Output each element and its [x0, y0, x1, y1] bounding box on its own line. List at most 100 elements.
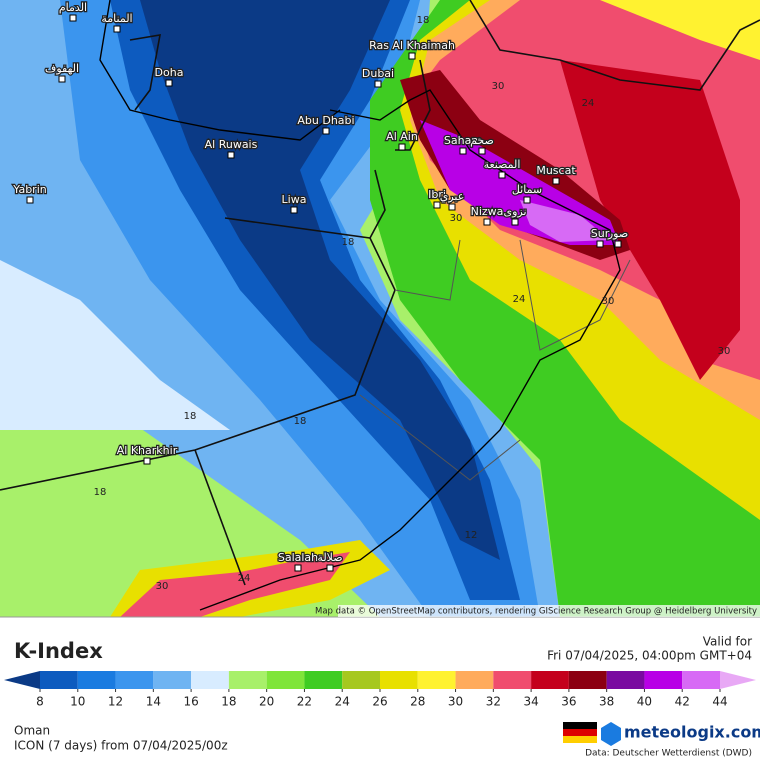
contour-label: 24 — [238, 573, 251, 584]
place-label: Muscat — [536, 164, 576, 177]
colorbar-swatch — [304, 671, 343, 689]
colorbar-swatch — [682, 671, 720, 689]
colorbar-tick-label: 26 — [372, 695, 387, 709]
place-marker — [552, 177, 560, 185]
colorbar-swatch — [77, 671, 116, 689]
contour-label: 18 — [184, 411, 197, 422]
contour-label: 30 — [156, 581, 169, 592]
place-label: Al Ain — [386, 130, 418, 143]
colorbar-swatch — [568, 671, 607, 689]
place-label: Ras Al Khaimah — [369, 39, 455, 52]
colorbar-swatch — [115, 671, 154, 689]
place-label: Salalah — [278, 551, 318, 564]
contour-label: 18 — [294, 416, 307, 427]
colorbar-swatch — [644, 671, 683, 689]
colorbar-swatch — [531, 671, 569, 689]
borders — [0, 0, 760, 586]
place-label: صور — [607, 227, 628, 240]
place-marker — [433, 201, 441, 209]
colorbar-tick-label: 24 — [335, 695, 350, 709]
contour-label: 18 — [342, 237, 355, 248]
place-label: صحم — [470, 134, 494, 147]
colorbar-tick-label: 40 — [637, 695, 652, 709]
place-label: Liwa — [282, 193, 307, 206]
colorbar-tick-label: 20 — [259, 695, 274, 709]
place-marker — [326, 564, 334, 572]
colorbar-tick-label: 14 — [146, 695, 161, 709]
colorbar-swatch — [342, 671, 380, 689]
place-marker — [322, 127, 330, 135]
place-label: Al Kharkhir — [117, 444, 178, 457]
colorbar-tick-label: 12 — [108, 695, 123, 709]
map-labels: الدمام المنامة الهفوف Doha Ras Al Khaimah Dub… — [11, 0, 731, 592]
brand: meteologix.com — [624, 723, 760, 742]
place-marker — [290, 206, 298, 214]
place-label: Saham — [444, 134, 482, 147]
colorbar-tick-label: 28 — [410, 695, 425, 709]
place-marker — [165, 79, 173, 87]
colorbar-tick-label: 16 — [183, 695, 198, 709]
colorbar-tick-label: 10 — [70, 695, 85, 709]
colorbar-swatch — [153, 671, 192, 689]
region: Oman — [14, 724, 50, 738]
colorbar-tick-label: 18 — [221, 695, 236, 709]
model-run: ICON (7 days) from 07/04/2025/00z — [14, 739, 228, 753]
colorbar-tick-label: 34 — [523, 695, 538, 709]
contour-label: 24 — [582, 98, 595, 109]
place-marker — [294, 564, 302, 572]
contour-label: 30 — [602, 296, 615, 307]
coastline — [99, 0, 621, 611]
valid-time: Fri 07/04/2025, 04:00pm GMT+04 — [547, 649, 752, 663]
place-marker — [143, 457, 151, 465]
place-label: Doha — [155, 66, 184, 79]
colorbar: 8 10 12 14 16 18 20 22 24 26 28 30 32 34 36 38 40 42 44 — [4, 671, 756, 709]
field-band — [120, 552, 350, 617]
colorbar-tick-label: 44 — [712, 695, 727, 709]
colorbar-tick-label: 42 — [675, 695, 690, 709]
place-marker — [398, 143, 406, 151]
colorbar-swatch — [417, 671, 456, 689]
place-marker — [26, 196, 34, 204]
contour-label: 30 — [718, 346, 731, 357]
place-label: Dubai — [362, 67, 394, 80]
flag — [563, 722, 597, 743]
field-band — [560, 60, 740, 380]
place-marker — [498, 171, 506, 179]
place-label: Nizwa — [471, 205, 504, 218]
place-marker — [69, 14, 77, 22]
attribution: Map data © OpenStreetMap contributors, r… — [315, 607, 757, 617]
logo — [601, 722, 621, 746]
contour-label: 18 — [94, 487, 107, 498]
place-label: Ibri — [428, 188, 446, 201]
contour-label: 18 — [417, 15, 430, 26]
place-label: نزوى — [503, 205, 526, 218]
colorbar-tick-label: 32 — [486, 695, 501, 709]
colorbar-swatch — [380, 671, 418, 689]
place-marker — [374, 80, 382, 88]
colorbar-tick-label: 8 — [36, 695, 44, 709]
colorbar-tick-label: 22 — [297, 695, 312, 709]
place-marker — [511, 218, 519, 226]
place-marker — [483, 218, 491, 226]
place-marker — [523, 196, 531, 204]
place-marker — [478, 147, 486, 155]
place-marker — [459, 147, 467, 155]
place-label: Abu Dhabi — [297, 114, 354, 127]
colorbar-arrow — [4, 671, 40, 689]
place-label: صلالة — [317, 551, 342, 564]
colorbar-swatch — [228, 671, 267, 689]
place-marker — [113, 25, 121, 33]
field-band — [600, 0, 760, 60]
colorbar-swatch — [493, 671, 532, 689]
valid-label: Valid for — [703, 635, 752, 649]
place-label: Al Ruwais — [205, 138, 258, 151]
admin-borders — [359, 239, 631, 481]
field-band — [520, 200, 610, 242]
place-marker — [596, 240, 604, 248]
place-marker — [614, 240, 622, 248]
place-label: الهفوف — [45, 62, 79, 75]
data-source: Data: Deutscher Wetterdienst (DWD) — [585, 749, 752, 759]
place-label: عبري — [440, 190, 465, 203]
